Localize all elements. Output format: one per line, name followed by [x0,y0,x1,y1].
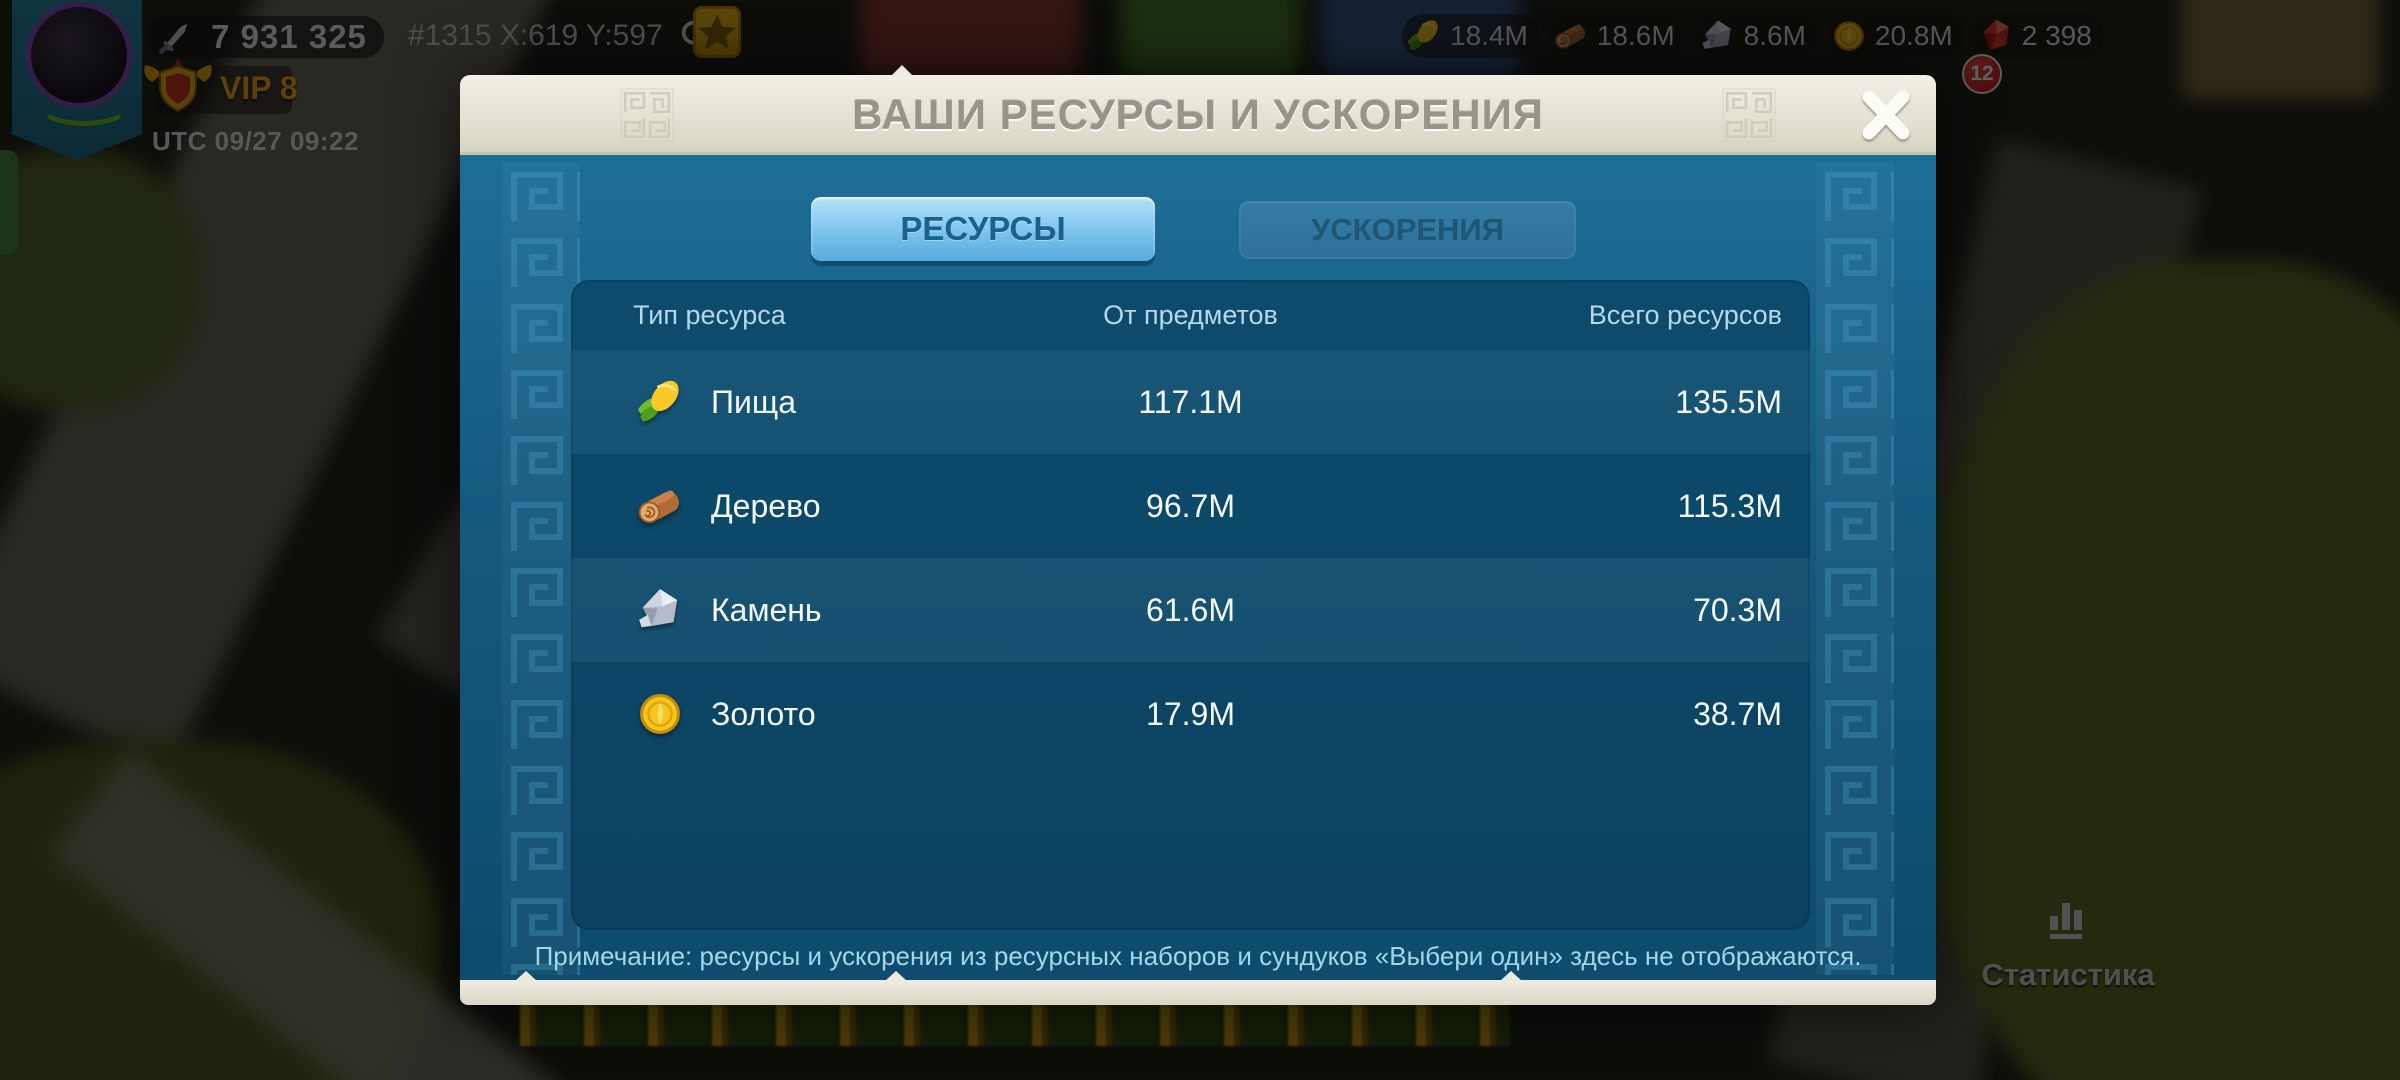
from-items-value: 96.7M [1146,487,1235,524]
resource-name: Золото [711,695,816,732]
resources-table: Тип ресурса От предметов Всего ресурсов … [571,280,1810,930]
resource-name: Пища [711,383,796,420]
resource-name: Камень [711,591,822,628]
from-items-value: 117.1M [1138,383,1243,420]
resource-name: Дерево [711,487,821,524]
total-value: 115.3M [1677,487,1782,524]
table-header: Тип ресурса От предметов Всего ресурсов [571,280,1810,350]
dialog-title: ВАШИ РЕСУРСЫ И УСКОРЕНИЯ [851,91,1544,138]
greek-key-ornament [620,88,674,142]
dialog-footer [460,971,1936,1005]
total-value: 70.3M [1693,591,1782,628]
stone-icon [639,589,678,628]
header-total: Всего ресурсов [1588,299,1782,330]
tab-resources[interactable]: РЕСУРСЫ [811,197,1155,261]
meander-column [1816,163,1894,975]
total-value: 38.7M [1693,695,1782,732]
table-row: Дерево 96.7M 115.3M [571,454,1810,558]
from-items-value: 61.6M [1146,591,1235,628]
close-button[interactable] [1850,81,1922,149]
total-value: 135.5M [1675,383,1782,420]
resources-dialog: ВАШИ РЕСУРСЫ И УСКОРЕНИЯ [460,65,1936,1005]
dialog-note: Примечание: ресурсы и ускорения из ресур… [534,941,1862,971]
food-icon [637,380,679,422]
greek-key-ornament [1722,88,1776,142]
wood-icon [638,490,680,524]
table-row: Пища 117.1M 135.5M [571,350,1810,454]
header-from-items: От предметов [1103,299,1278,330]
tab-speedups[interactable]: УСКОРЕНИЯ [1239,201,1576,259]
meander-column [502,163,580,975]
close-icon [1862,90,1910,140]
header-resource-type: Тип ресурса [633,299,786,330]
dialog-header: ВАШИ РЕСУРСЫ И УСКОРЕНИЯ [460,65,1936,155]
from-items-value: 17.9M [1146,695,1235,732]
table-row: Камень 61.6M 70.3M [571,558,1810,662]
dialog-body: РЕСУРСЫ УСКОРЕНИЯ Тип ресурса От предмет… [460,155,1936,980]
gold-icon [640,694,680,734]
table-row: Золото 17.9M 38.7M [571,662,1810,766]
